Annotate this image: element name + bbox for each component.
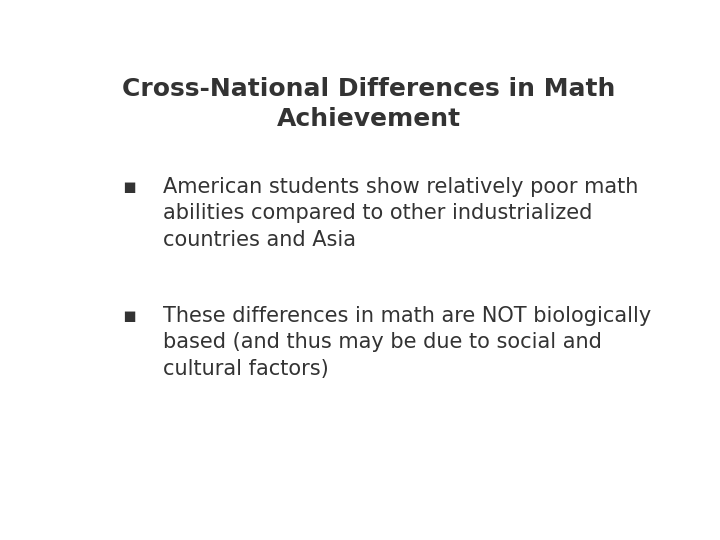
Text: Cross-National Differences in Math
Achievement: Cross-National Differences in Math Achie… (122, 77, 616, 131)
Text: These differences in math are NOT biologically
based (and thus may be due to soc: These differences in math are NOT biolog… (163, 306, 651, 379)
Text: ▪: ▪ (122, 306, 136, 326)
Text: American students show relatively poor math
abilities compared to other industri: American students show relatively poor m… (163, 177, 638, 250)
Text: ▪: ▪ (122, 177, 136, 197)
